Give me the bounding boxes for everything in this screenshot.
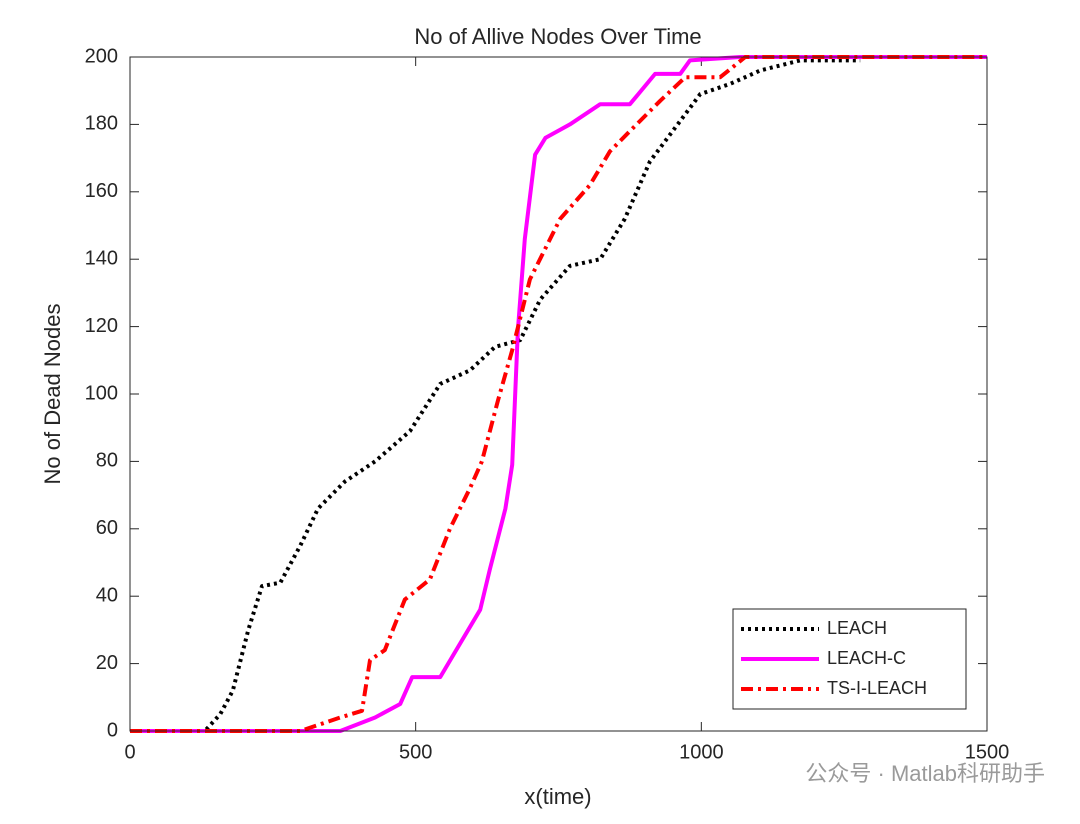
y-tick-label: 160	[85, 180, 118, 202]
y-tick-label: 0	[107, 719, 118, 741]
y-tick-label: 60	[96, 517, 118, 539]
y-tick-label: 180	[85, 113, 118, 135]
y-axis-label: No of Dead Nodes	[40, 304, 65, 485]
y-tick-label: 200	[85, 45, 118, 67]
watermark: 公众号 · Matlab科研助手	[805, 761, 1045, 786]
legend: LEACH LEACH-C TS-I-LEACH	[732, 608, 967, 710]
x-axis-label: x(time)	[524, 784, 591, 809]
x-tick-label: 500	[399, 741, 432, 763]
y-tick-label: 120	[85, 315, 118, 337]
legend-label: LEACH	[827, 618, 887, 638]
y-tick-label: 140	[85, 247, 118, 269]
plot-frame	[129, 56, 988, 732]
y-tick-label: 20	[96, 652, 118, 674]
legend-label: TS-I-LEACH	[827, 678, 927, 698]
legend-label: LEACH-C	[827, 648, 906, 668]
x-tick-label: 0	[124, 741, 135, 763]
x-tick-label: 1500	[965, 741, 1010, 763]
chart-title: No of Allive Nodes Over Time	[414, 24, 701, 49]
data-line	[130, 55, 987, 733]
x-tick-label: 1000	[679, 741, 724, 763]
y-tick-label: 40	[96, 584, 118, 606]
y-tick-label: 80	[96, 450, 118, 472]
y-tick-label: 100	[85, 382, 118, 404]
